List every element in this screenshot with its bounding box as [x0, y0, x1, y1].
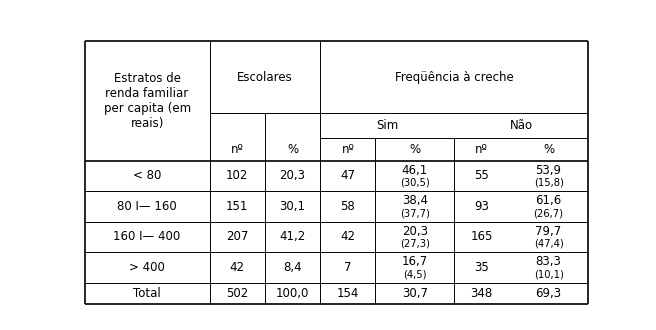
- Text: < 80: < 80: [133, 169, 161, 182]
- Text: (37,7): (37,7): [400, 209, 430, 218]
- Text: 100,0: 100,0: [276, 287, 309, 300]
- Text: (15,8): (15,8): [533, 178, 564, 188]
- Text: %: %: [543, 143, 554, 156]
- Text: 38,4: 38,4: [401, 194, 428, 207]
- Text: 165: 165: [470, 230, 493, 243]
- Text: 53,9: 53,9: [535, 164, 562, 177]
- Text: (30,5): (30,5): [400, 178, 430, 188]
- Text: 502: 502: [226, 287, 249, 300]
- Text: Escolares: Escolares: [237, 71, 293, 83]
- Text: 35: 35: [474, 261, 489, 274]
- Text: 20,3: 20,3: [401, 225, 428, 238]
- Text: 30,7: 30,7: [401, 287, 428, 300]
- Text: 160 I— 400: 160 I— 400: [113, 230, 180, 243]
- Text: 46,1: 46,1: [401, 164, 428, 177]
- Text: Freqüência à creche: Freqüência à creche: [395, 71, 514, 83]
- Text: 69,3: 69,3: [535, 287, 562, 300]
- Text: 58: 58: [340, 200, 355, 213]
- Text: 8,4: 8,4: [283, 261, 302, 274]
- Text: nº: nº: [341, 143, 354, 156]
- Text: 61,6: 61,6: [535, 194, 562, 207]
- Text: 80 I— 160: 80 I— 160: [117, 200, 177, 213]
- Text: Estratos de
renda familiar
per capita (em
reais): Estratos de renda familiar per capita (e…: [104, 72, 191, 130]
- Text: 42: 42: [230, 261, 245, 274]
- Text: 151: 151: [226, 200, 249, 213]
- Text: (27,3): (27,3): [400, 239, 430, 249]
- Text: nº: nº: [475, 143, 488, 156]
- Text: 55: 55: [474, 169, 489, 182]
- Text: 207: 207: [226, 230, 249, 243]
- Text: 30,1: 30,1: [279, 200, 306, 213]
- Text: Total: Total: [133, 287, 161, 300]
- Text: (47,4): (47,4): [534, 239, 564, 249]
- Text: 348: 348: [470, 287, 493, 300]
- Text: Sim: Sim: [376, 119, 398, 132]
- Text: (26,7): (26,7): [533, 209, 564, 218]
- Text: 79,7: 79,7: [535, 225, 562, 238]
- Text: 93: 93: [474, 200, 489, 213]
- Text: 16,7: 16,7: [401, 255, 428, 268]
- Text: (10,1): (10,1): [533, 269, 564, 280]
- Text: %: %: [287, 143, 298, 156]
- Text: nº: nº: [231, 143, 244, 156]
- Text: > 400: > 400: [129, 261, 165, 274]
- Text: 47: 47: [340, 169, 356, 182]
- Text: 7: 7: [344, 261, 352, 274]
- Text: 102: 102: [226, 169, 249, 182]
- Text: 20,3: 20,3: [279, 169, 306, 182]
- Text: 154: 154: [337, 287, 359, 300]
- Text: 83,3: 83,3: [536, 255, 562, 268]
- Text: 41,2: 41,2: [279, 230, 306, 243]
- Text: %: %: [409, 143, 420, 156]
- Text: 42: 42: [340, 230, 356, 243]
- Text: Não: Não: [509, 119, 533, 132]
- Text: (4,5): (4,5): [403, 269, 426, 280]
